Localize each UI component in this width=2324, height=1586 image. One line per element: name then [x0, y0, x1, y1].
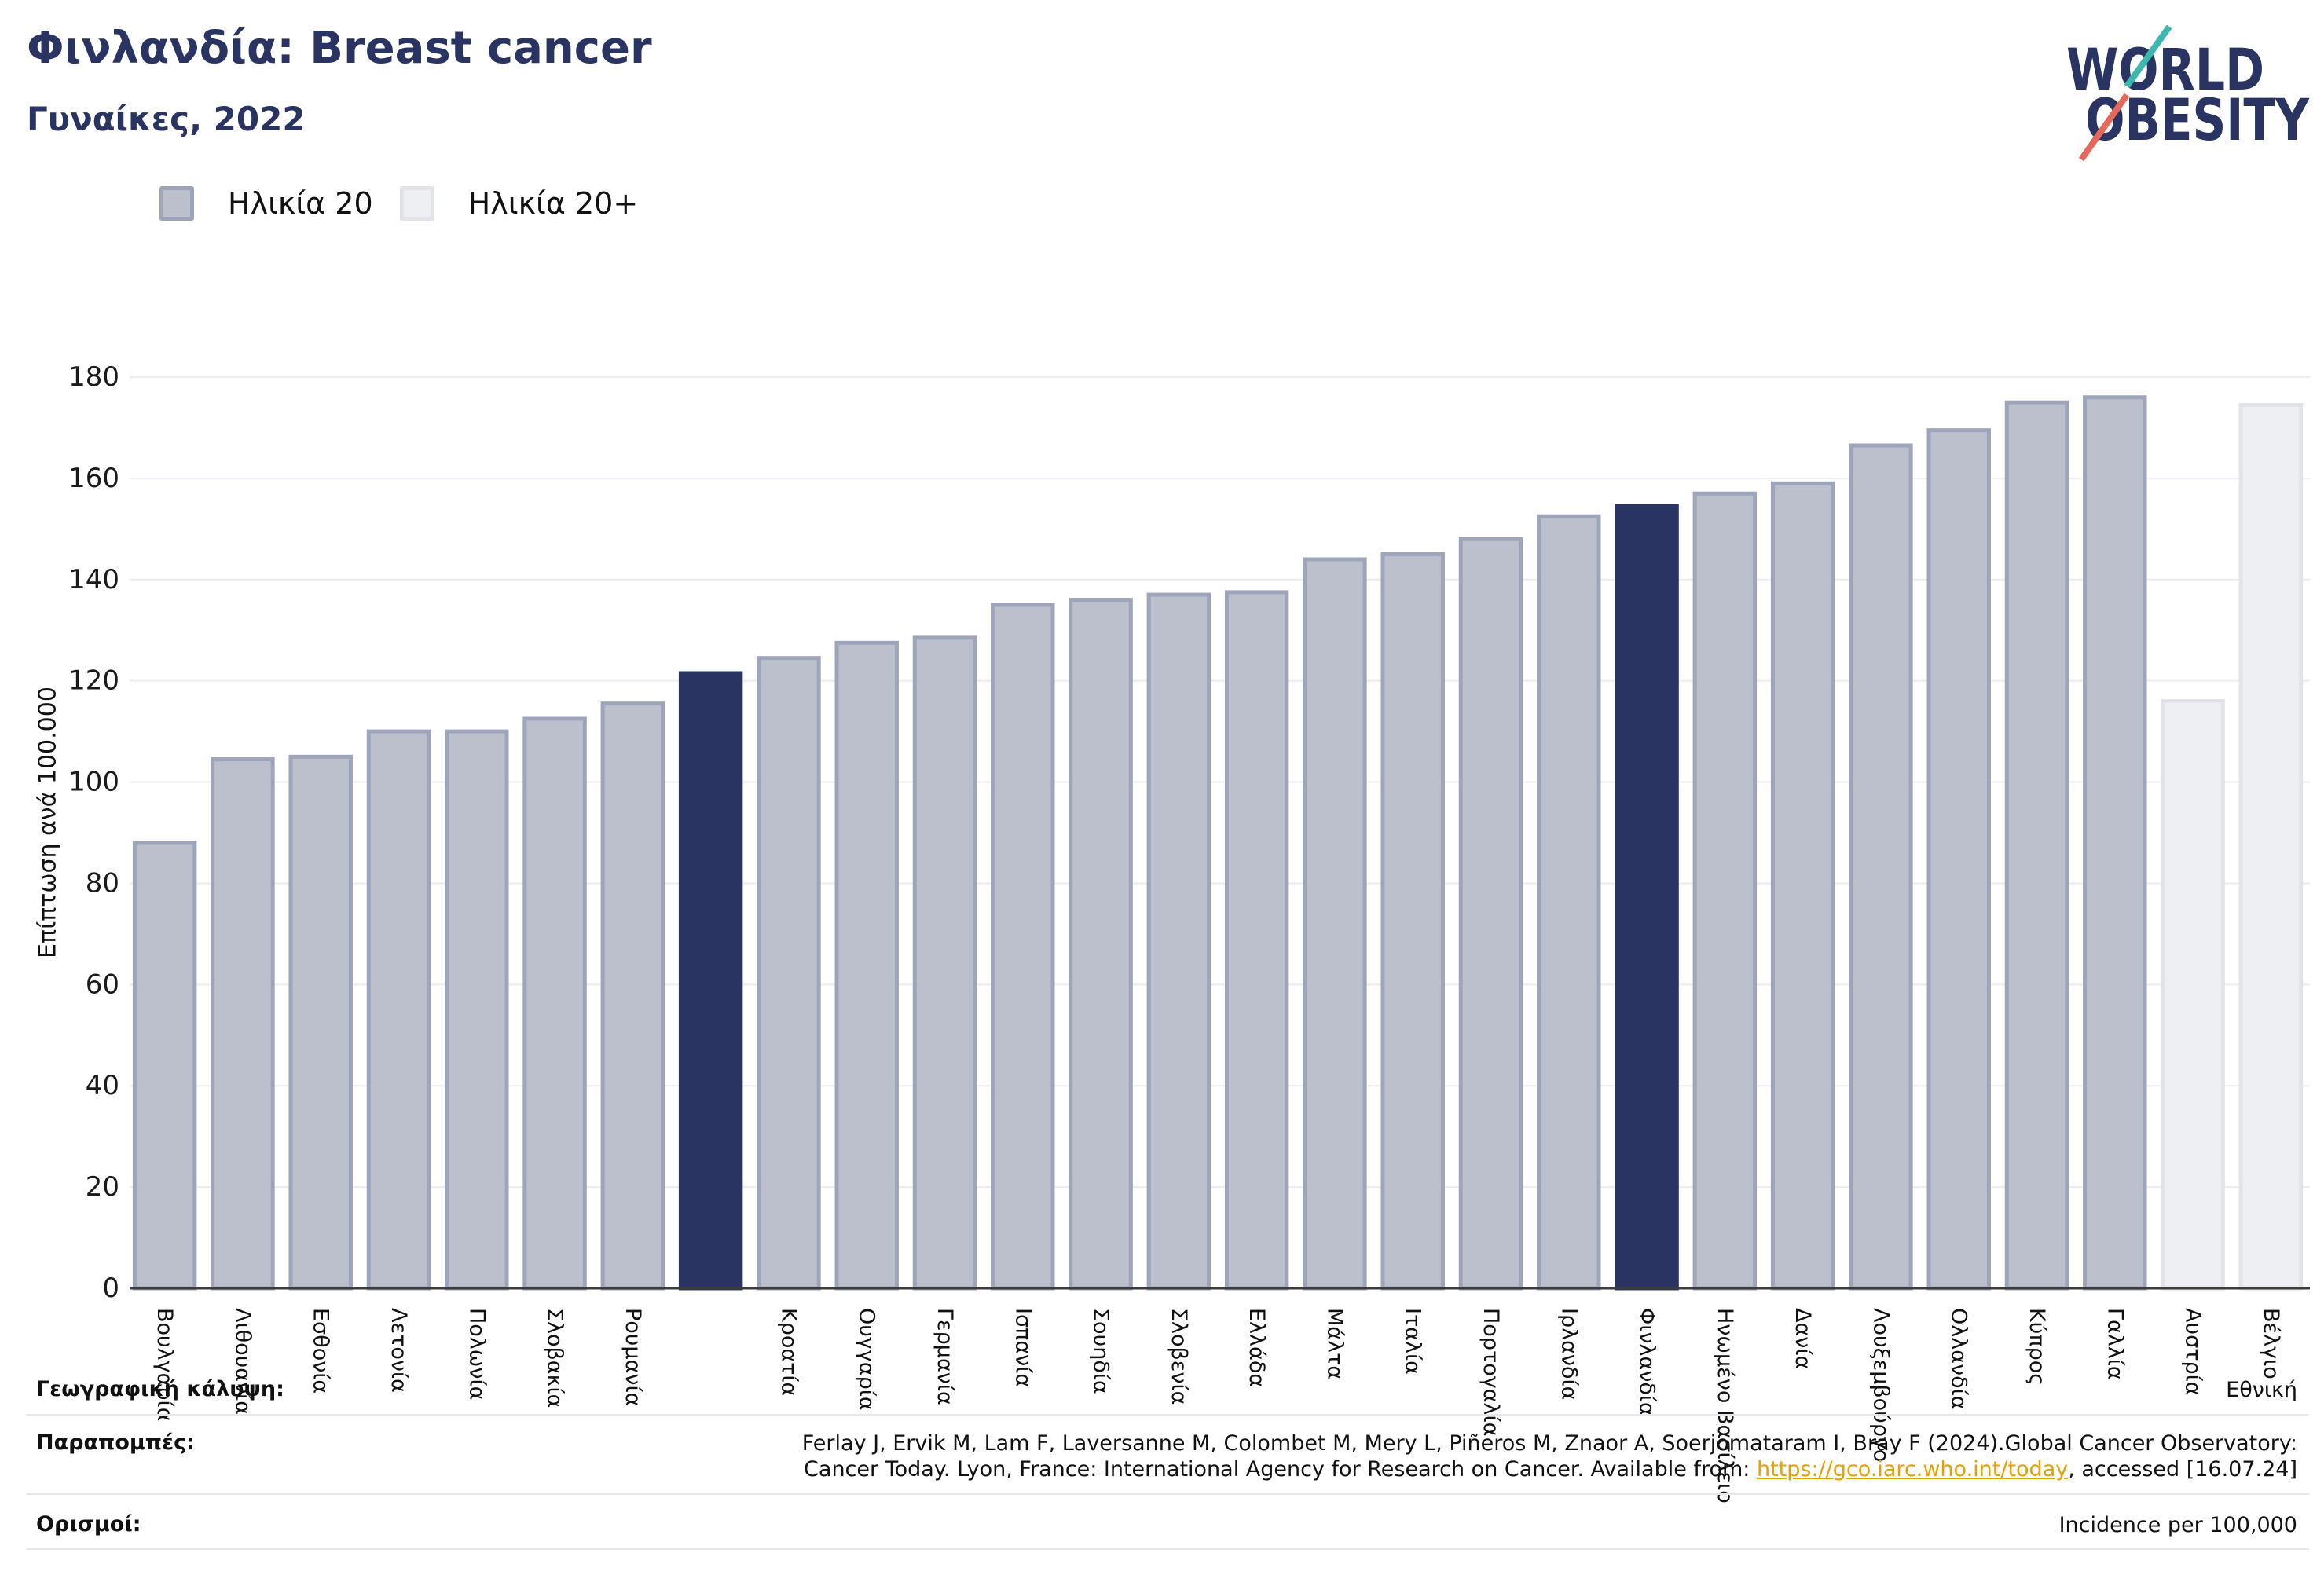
- x-tick-labels: Βουλγαρία Λιθουανία Εσθονία Λετονία Πολωνία Σ…: [152, 1308, 2283, 1504]
- bar: [1770, 481, 1835, 1291]
- bar: [1380, 552, 1445, 1291]
- bar: [366, 729, 431, 1291]
- x-tick-label: Σουηδία: [1089, 1308, 1113, 1394]
- bar: [2238, 402, 2304, 1291]
- coverage-value: Εθνική: [2226, 1378, 2297, 1402]
- references-label: Παραπομπές:: [36, 1430, 195, 1455]
- bar: [1069, 598, 1133, 1291]
- footer-divider: [27, 1493, 2309, 1495]
- bar: [1692, 491, 1758, 1291]
- x-tick-label: Ηνωμένο Βασίλειο: [1713, 1308, 1737, 1504]
- x-tick-label: Πολωνία: [464, 1308, 489, 1400]
- x-tick-label: Ισπανία: [1010, 1308, 1035, 1387]
- y-axis-label: Επίπτωση ανά 100.000: [35, 687, 62, 958]
- bar: [1146, 592, 1211, 1291]
- references-link[interactable]: https://gco.iarc.who.int/today: [1756, 1457, 2069, 1482]
- y-tick-labels: 0 20 40 60 80 100 120 140 160 180: [68, 361, 119, 1304]
- bar: [2083, 395, 2147, 1291]
- y-tick-label: 160: [68, 463, 119, 494]
- bar-highlighted: [1615, 504, 1679, 1291]
- x-tick-label: Λιθουανία: [230, 1308, 255, 1415]
- legend-swatch-age-20-plus: [399, 186, 434, 221]
- x-tick-label: Κύπρος: [2025, 1308, 2049, 1386]
- legend-swatch-age-20: [159, 186, 194, 221]
- references-line-1: Ferlay J, Ervik M, Lam F, Laversanne M, …: [801, 1431, 2297, 1456]
- x-tick-label: Γερμανία: [933, 1308, 957, 1405]
- definitions-label: Ορισμοί:: [36, 1512, 141, 1537]
- y-tick-label: 180: [68, 361, 119, 393]
- logo-slash-coral: [2078, 93, 2130, 162]
- bar: [1458, 537, 1523, 1291]
- x-tick-label: Λουξεμβούργο: [1868, 1308, 1893, 1462]
- x-tick-label: Λετονία: [387, 1308, 411, 1393]
- x-tick-label: Δανία: [1791, 1308, 1815, 1369]
- logo-line-world: WORLD: [2066, 37, 2264, 104]
- x-tick-label: Μάλτα: [1322, 1308, 1347, 1379]
- bar: [2161, 698, 2225, 1291]
- bar: [757, 656, 821, 1291]
- references-line-2: Cancer Today. Lyon, France: Internationa…: [802, 1456, 2297, 1482]
- bar: [2004, 400, 2069, 1291]
- bar: [288, 754, 353, 1291]
- x-tick-label: Βουλγαρία: [152, 1308, 177, 1422]
- y-tick-label: 20: [86, 1171, 119, 1203]
- coverage-label: Γεωγραφική κάλυψη:: [36, 1377, 284, 1401]
- bar: [1926, 428, 1991, 1291]
- y-tick-label: 100: [68, 767, 119, 798]
- x-tick-label: Κροατία: [776, 1308, 801, 1396]
- logo-line-obesity: OBESITY: [2085, 87, 2310, 154]
- footer-divider: [27, 1414, 2309, 1416]
- bar: [1849, 443, 1913, 1291]
- bar: [1224, 590, 1289, 1291]
- x-tick-label: Φινλανδία: [1635, 1308, 1659, 1416]
- x-tick-label: Ελλάδα: [1244, 1308, 1269, 1387]
- legend-item-age-20[interactable]: Ηλικία 20: [159, 186, 373, 221]
- y-tick-label: 140: [68, 564, 119, 595]
- x-tick-label: Ιταλία: [1401, 1308, 1425, 1375]
- y-tick-label: 0: [102, 1273, 119, 1304]
- x-tick-label: Αυστρία: [2181, 1308, 2205, 1396]
- y-tick-label: 60: [86, 969, 119, 1000]
- legend-label-age-20-plus: Ηλικία 20+: [467, 186, 639, 221]
- x-tick-label: Βέλγιο: [2259, 1308, 2283, 1379]
- y-tick-label: 40: [86, 1070, 119, 1101]
- x-tick-label: Ιρλανδία: [1556, 1308, 1581, 1400]
- x-tick-label: Σλοβακία: [543, 1308, 567, 1408]
- bar-highlighted: [678, 671, 743, 1291]
- references-line-2-suffix: , accessed [16.07.24]: [2068, 1457, 2297, 1482]
- x-tick-label: Ολλανδία: [1947, 1308, 1971, 1410]
- bar: [445, 729, 509, 1291]
- bar: [1303, 557, 1367, 1291]
- x-tick-label: Ρουμανία: [621, 1308, 645, 1406]
- x-tick-label: Πορτογαλία: [1479, 1308, 1503, 1436]
- chart-title: Φινλανδία: Breast cancer: [27, 23, 652, 74]
- footer-divider: [27, 1548, 2309, 1550]
- world-obesity-logo: WORLD OBESITY: [2066, 24, 2310, 162]
- x-tick-label: Γαλλία: [2102, 1308, 2127, 1380]
- bar: [132, 841, 197, 1291]
- bars: [132, 395, 2304, 1291]
- y-tick-label: 80: [86, 867, 119, 899]
- logo-slash-teal: [2124, 24, 2172, 89]
- y-tick-label: 120: [68, 665, 119, 697]
- bar: [991, 603, 1055, 1291]
- references-value: Ferlay J, Ervik M, Lam F, Laversanne M, …: [802, 1430, 2297, 1482]
- x-tick-label: Σλοβενία: [1167, 1308, 1191, 1405]
- bar: [211, 757, 275, 1291]
- chart-subtitle: Γυναίκες, 2022: [27, 100, 306, 138]
- bar: [1537, 514, 1601, 1291]
- chart-legend: Ηλικία 20 Ηλικία 20+: [159, 186, 665, 221]
- bar: [600, 701, 665, 1291]
- definitions-value: Incidence per 100,000: [2058, 1513, 2297, 1537]
- bar: [912, 635, 977, 1291]
- references-line-2-prefix: Cancer Today. Lyon, France: Internationa…: [804, 1457, 1757, 1482]
- x-tick-label: Ουγγαρία: [855, 1308, 879, 1411]
- legend-item-age-20-plus[interactable]: Ηλικία 20+: [399, 186, 639, 221]
- bar: [834, 640, 899, 1291]
- legend-label-age-20: Ηλικία 20: [228, 186, 373, 221]
- bar: [522, 716, 587, 1291]
- x-tick-label: Εσθονία: [309, 1308, 333, 1394]
